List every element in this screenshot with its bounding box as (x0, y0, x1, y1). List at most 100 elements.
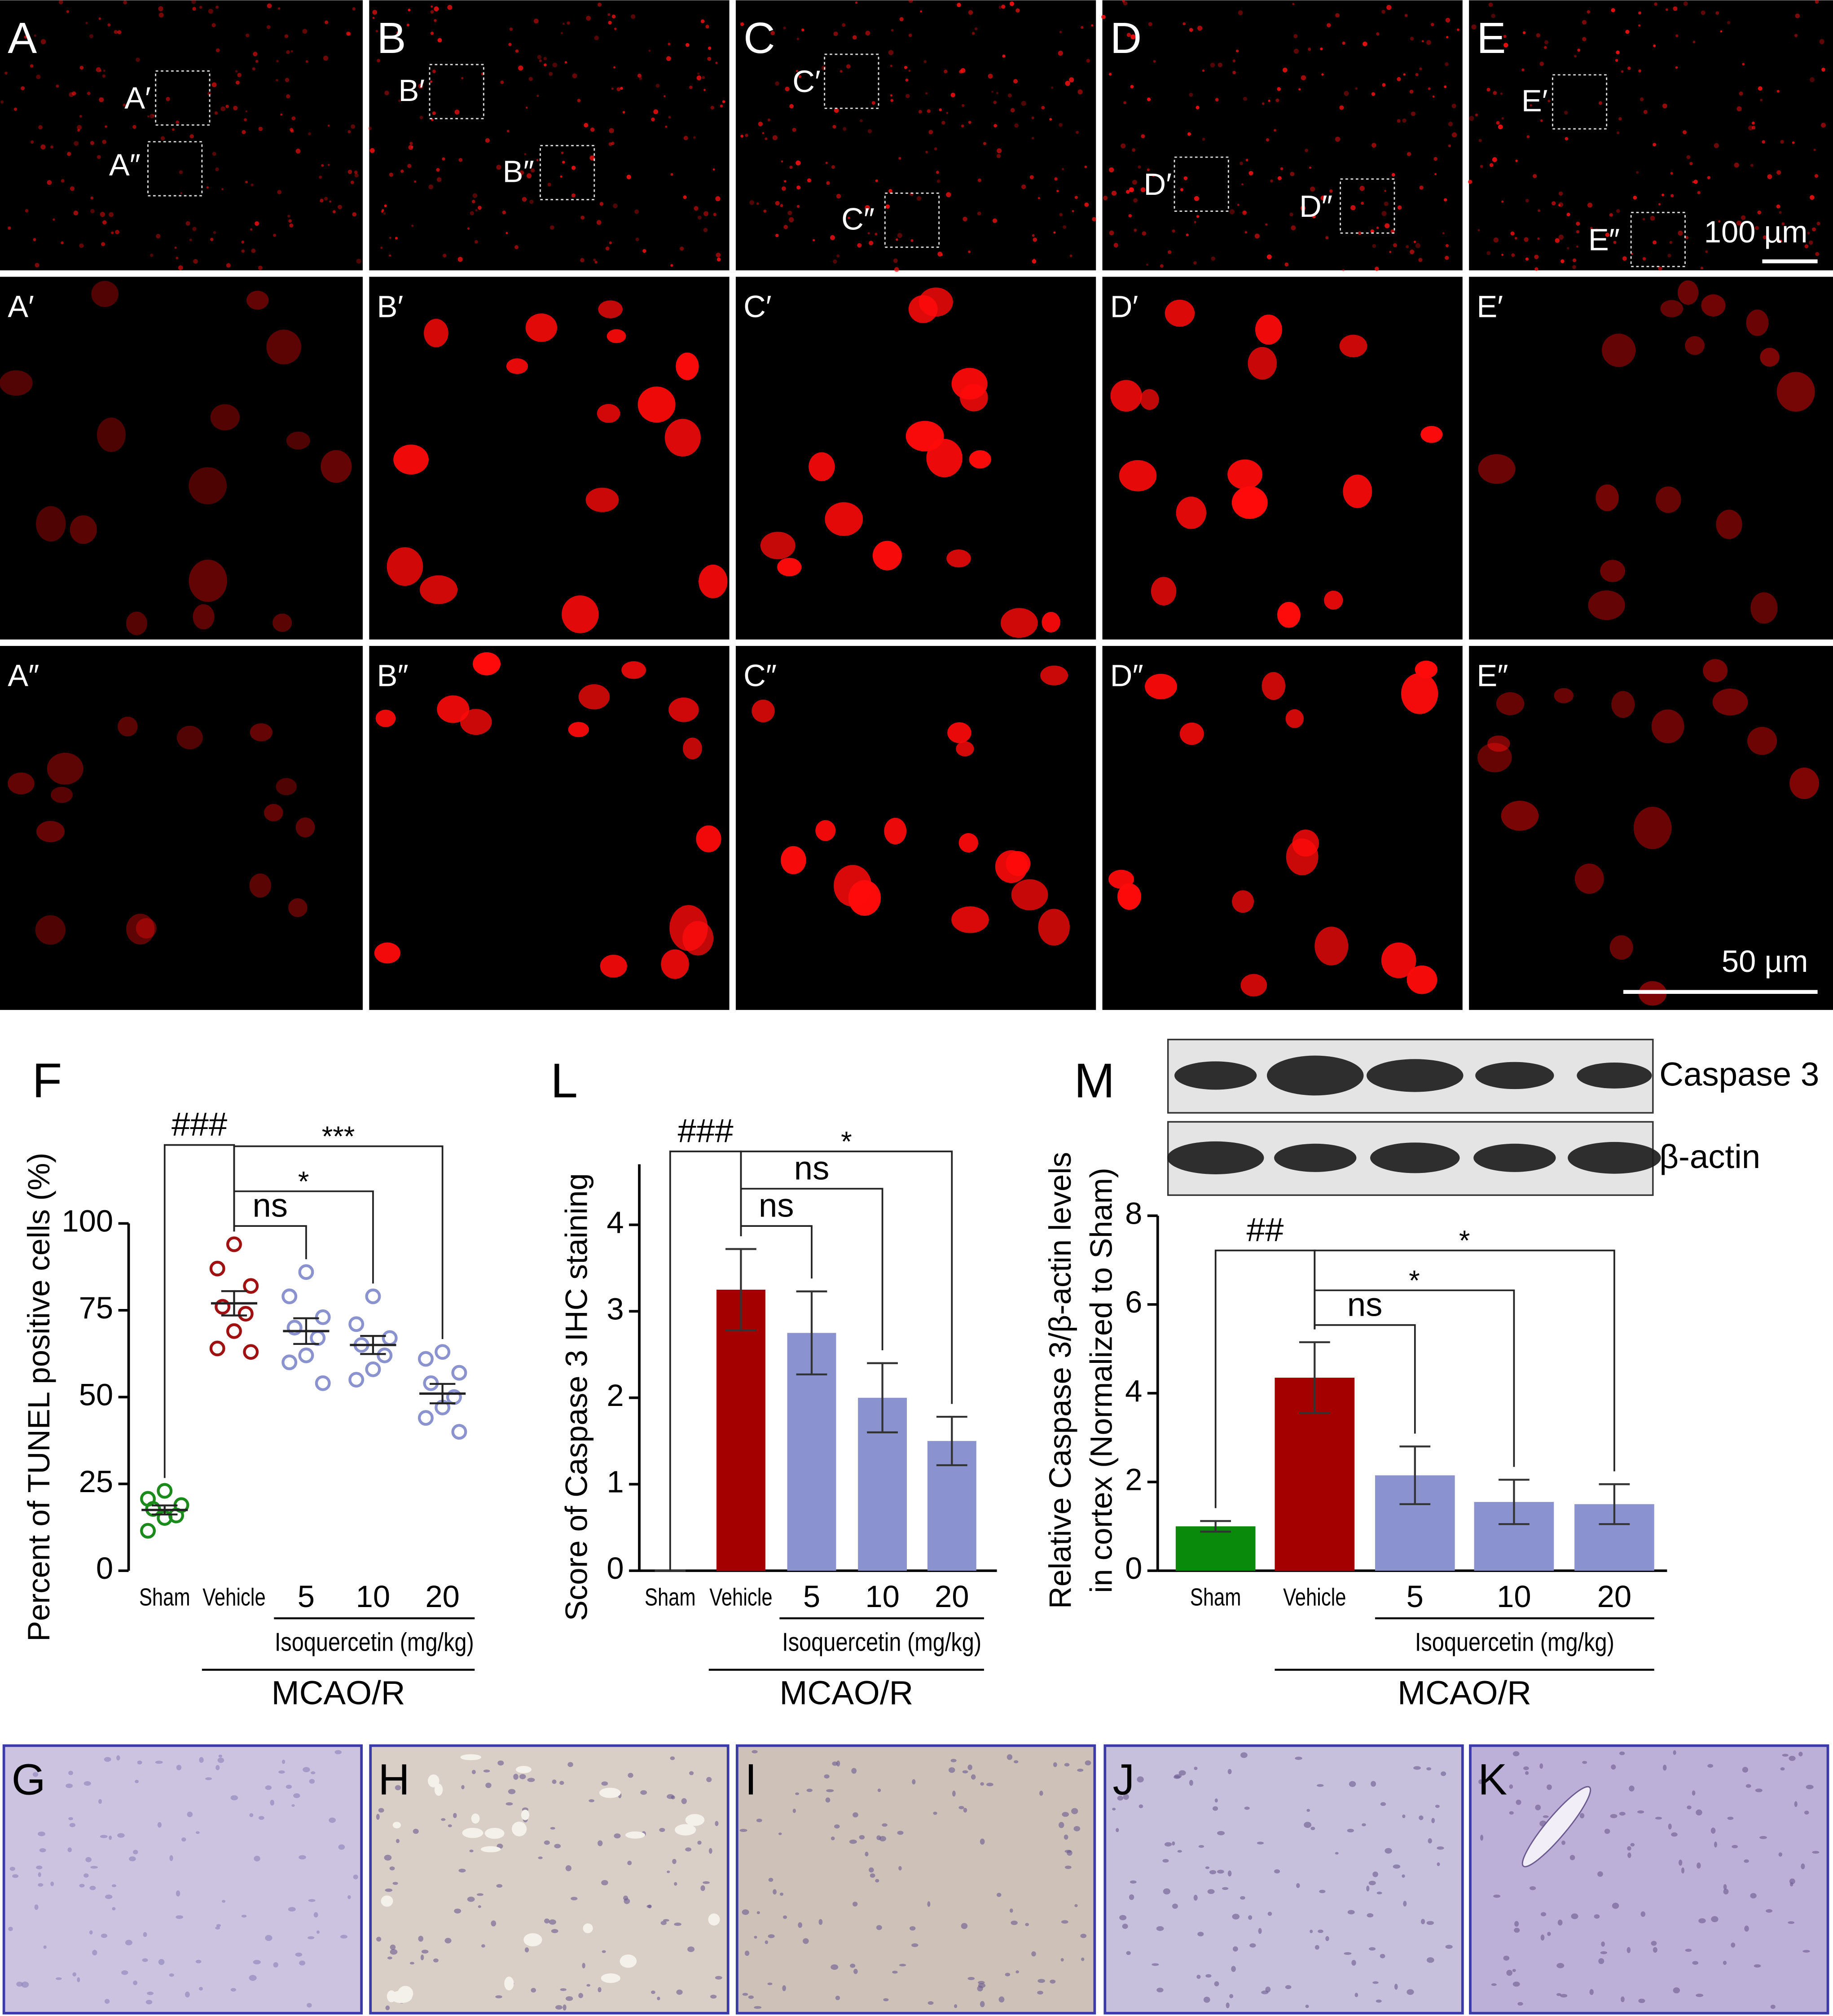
cell-dot (1293, 48, 1299, 54)
cell-dot (1714, 143, 1719, 149)
cell-dot (325, 20, 329, 24)
ihc-cell (308, 1899, 316, 1902)
cell-dot (745, 133, 748, 137)
cell-nucleus (598, 300, 623, 318)
cell-nucleus (36, 821, 65, 843)
cell-dot (875, 179, 878, 182)
cell-dot (1277, 87, 1281, 91)
bar (1175, 1526, 1256, 1571)
cell-nucleus (1255, 314, 1282, 345)
cell-dot (867, 232, 870, 235)
ihc-background (1469, 1744, 1829, 2015)
cell-dot (350, 180, 354, 184)
micrograph-background (1469, 0, 1833, 271)
micrograph: E (1468, 0, 1833, 271)
cell-dot (1534, 267, 1538, 271)
ihc-cell (16, 1981, 23, 1987)
cell-dot (1409, 89, 1414, 94)
cell-dot (502, 210, 506, 215)
ihc-cell (34, 1904, 39, 1910)
cell-dot (611, 14, 616, 19)
cell-dot (1611, 8, 1615, 13)
cell-dot (430, 10, 434, 14)
ihc-cell (703, 1881, 710, 1884)
cell-dot (1428, 87, 1431, 90)
ihc-cell (230, 1988, 237, 1992)
cell-nucleus (621, 661, 646, 679)
panel-label: C″ (743, 659, 777, 693)
ihc-cell (672, 1858, 677, 1864)
sem-bar (152, 1504, 178, 1515)
cell-dot (857, 243, 862, 248)
cell-dot (1358, 231, 1362, 235)
cell-dot (836, 254, 840, 258)
ihc-cell (715, 1976, 722, 1980)
ihc-cell (551, 1929, 558, 1933)
cell-nucleus (1227, 459, 1262, 490)
ihc-cell (68, 1770, 73, 1775)
cell-dot (968, 250, 971, 253)
cell-dot (1794, 34, 1798, 37)
cell-dot (1385, 223, 1390, 228)
cell-dot (605, 246, 610, 250)
ihc-cell (1668, 1823, 1672, 1830)
cell-dot (1543, 46, 1547, 49)
ihc-cell (340, 1935, 347, 1939)
cell-dot (189, 238, 192, 242)
cell-dot (1445, 18, 1451, 23)
cell-nucleus (668, 697, 699, 722)
cell-dot (796, 185, 801, 190)
ihc-cell (1129, 1894, 1134, 1900)
ihc-cell (779, 1893, 784, 1896)
cell-dot (1413, 241, 1416, 243)
cell-dot (36, 74, 41, 79)
ihc-image: J (1103, 1744, 1464, 2015)
cell-dot (580, 215, 585, 220)
ihc-cell (467, 1897, 475, 1902)
cell-nucleus (1496, 692, 1525, 716)
cell-dot (561, 151, 564, 154)
cell-dot (865, 31, 870, 36)
cell-dot (584, 123, 589, 128)
cell-dot (589, 155, 595, 161)
cell-dot (796, 205, 800, 208)
cell-dot (1092, 217, 1096, 221)
cell-dot (1613, 241, 1617, 244)
ihc-cell (1257, 1841, 1264, 1845)
cell-dot (1153, 60, 1156, 63)
cell-nucleus (1703, 659, 1728, 682)
ihc-cell (962, 1770, 968, 1774)
ihc-cell (1116, 1828, 1119, 1832)
cell-dot (290, 129, 294, 133)
panel-label: D″ (1110, 659, 1143, 693)
error-bar (936, 1415, 967, 1467)
ihc-cell (195, 1959, 202, 1963)
cell-dot (796, 37, 800, 40)
cell-dot (1007, 93, 1012, 98)
ihc-cell (1692, 1790, 1696, 1796)
cell-dot (1478, 139, 1482, 142)
cell-dot (149, 114, 154, 119)
cell-dot (1406, 245, 1409, 249)
x-tick-label: Sham (645, 1584, 696, 1611)
cell-dot (1540, 119, 1543, 122)
data-point (365, 1288, 381, 1304)
ihc-cell (1013, 1760, 1019, 1763)
cell-dot (1734, 163, 1739, 168)
ihc-background (1103, 1744, 1464, 2015)
ihc-cell (176, 1890, 180, 1897)
ihc-vacuole (625, 1831, 646, 1839)
cell-dot (1275, 98, 1279, 102)
ihc-cell (1604, 1828, 1610, 1834)
cell-dot (428, 184, 434, 189)
ihc-cell (1673, 1987, 1680, 1994)
ihc-cell (519, 1774, 526, 1779)
cell-dot (1053, 231, 1056, 234)
ihc-cell (628, 1773, 633, 1778)
cell-dot (586, 16, 591, 21)
ihc-cell (544, 1840, 550, 1845)
ihc-cell (241, 1915, 247, 1918)
cell-dot (442, 157, 445, 161)
cell-dot (1809, 240, 1813, 245)
cell-dot (443, 254, 447, 258)
